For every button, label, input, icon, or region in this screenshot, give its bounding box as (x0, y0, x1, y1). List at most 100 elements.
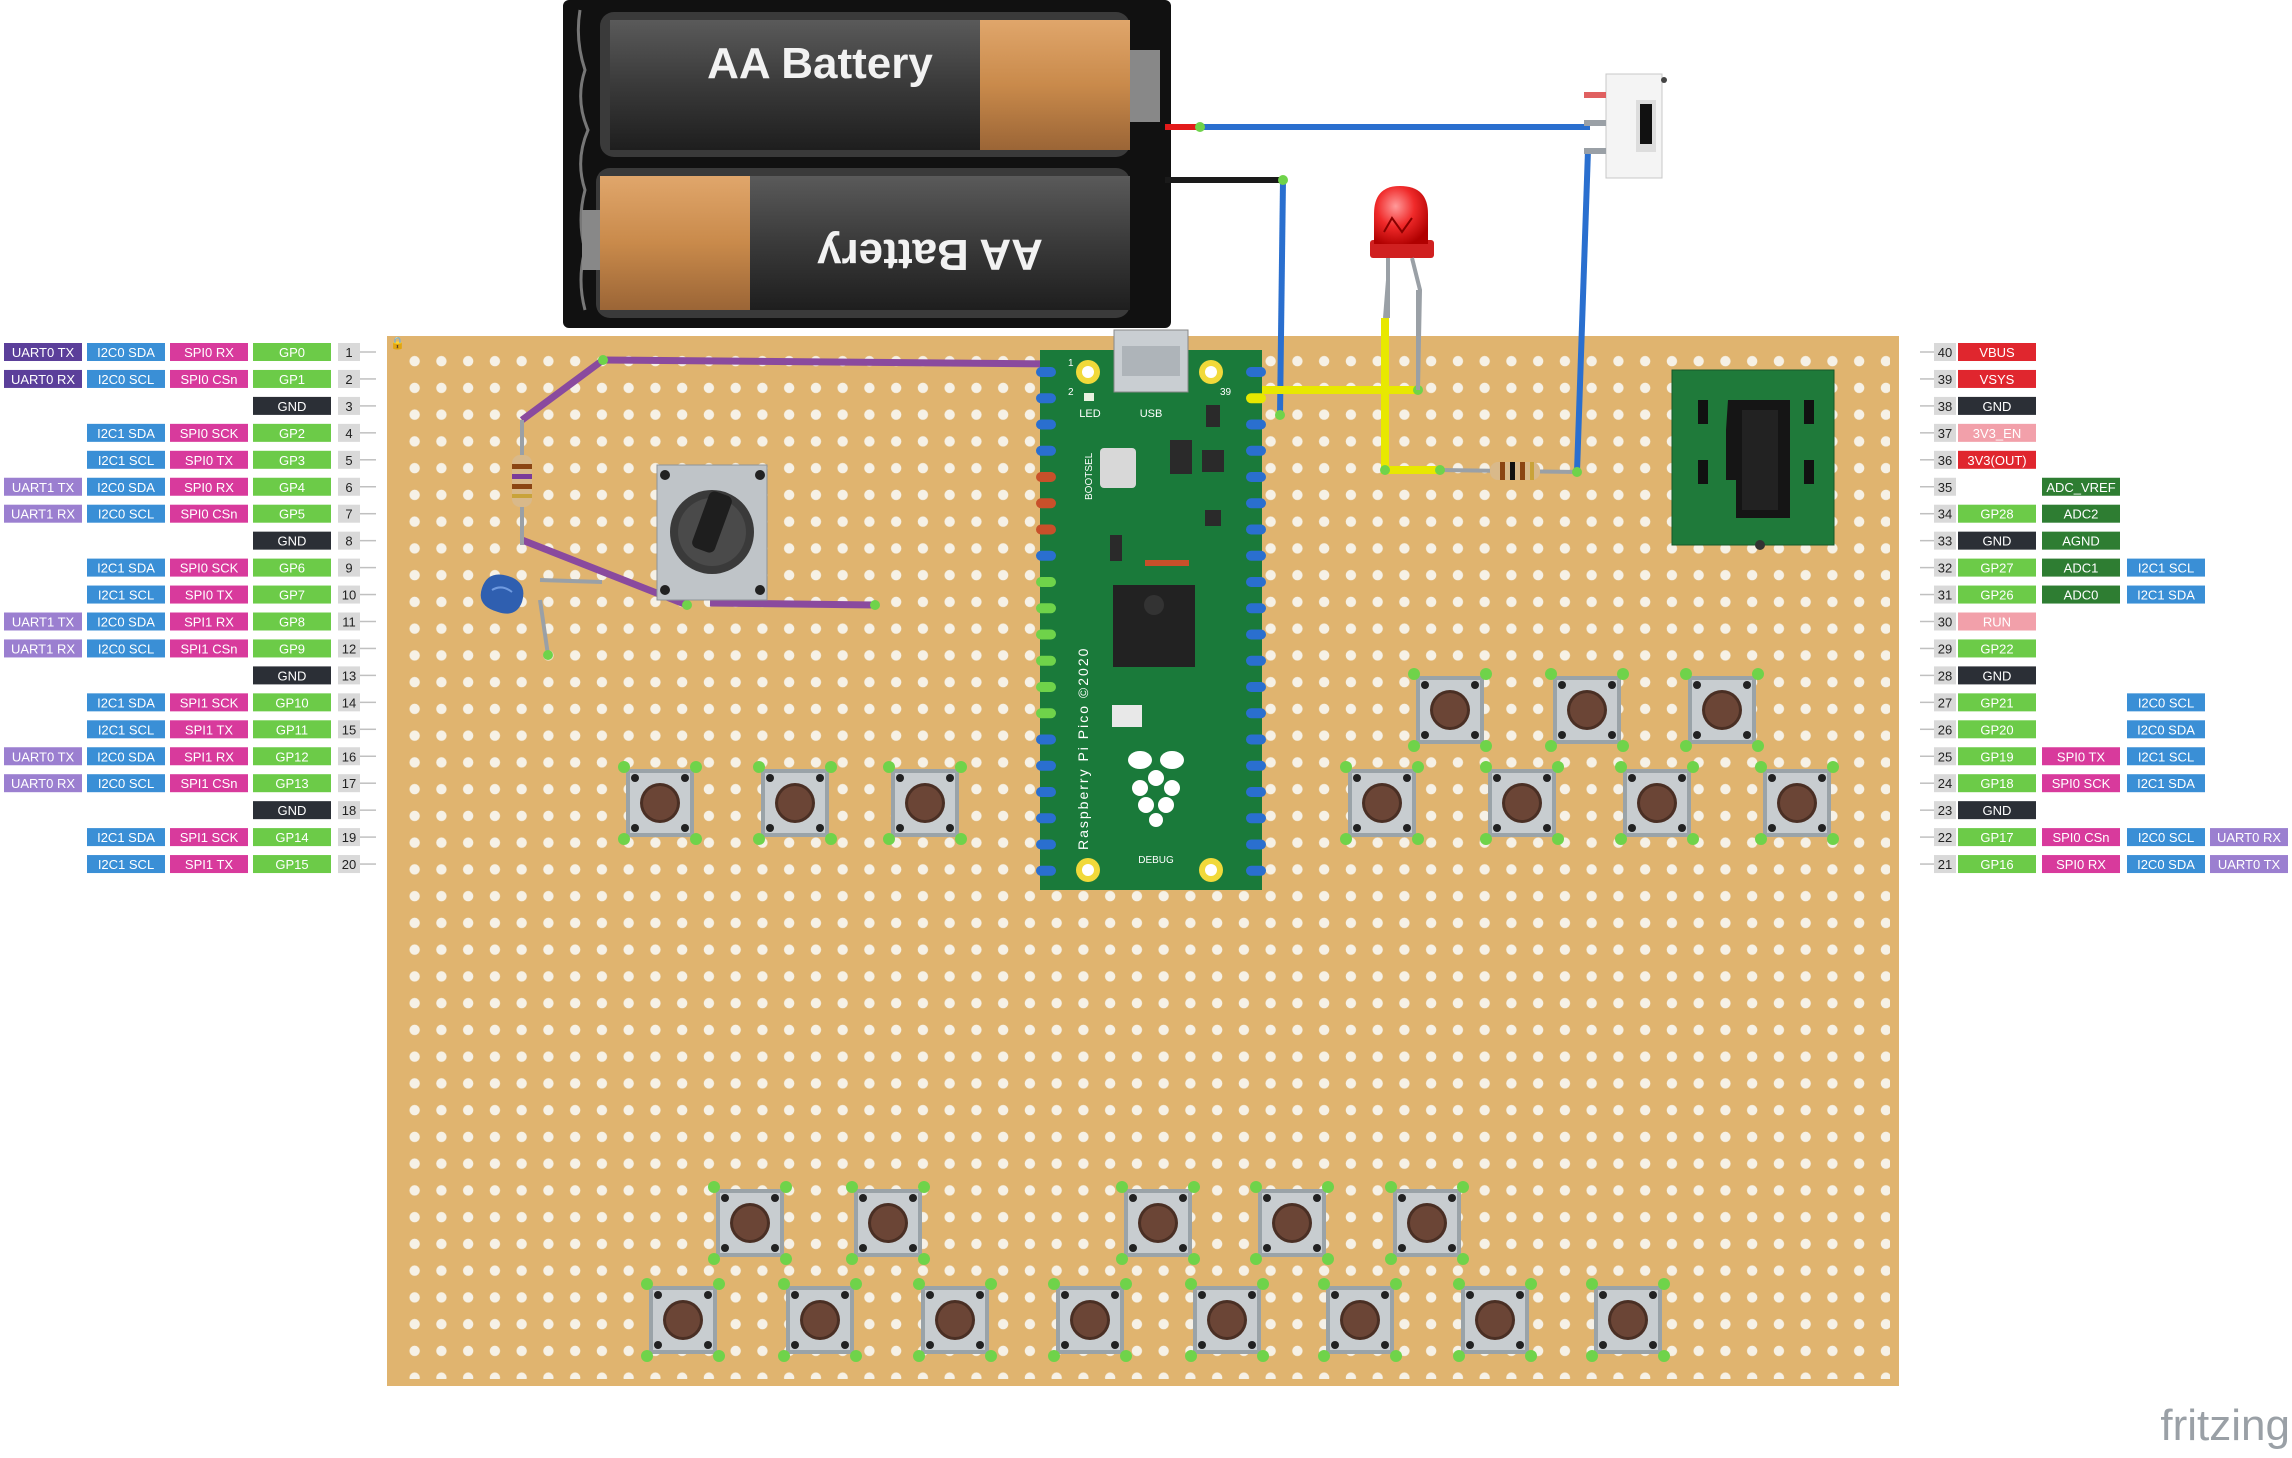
push-button[interactable] (913, 1278, 997, 1362)
push-button[interactable] (1048, 1278, 1132, 1362)
pin-label: I2C0 SCL (98, 507, 154, 522)
pin-label-box (1958, 639, 2036, 658)
pin-label-box (1958, 450, 2036, 469)
push-button[interactable] (1545, 668, 1629, 752)
push-button[interactable] (1340, 761, 1424, 845)
pin-label: GP17 (1980, 830, 2013, 845)
wire-blue-switch-down[interactable] (1574, 149, 1591, 473)
pin-label-box (170, 477, 248, 496)
pin-row-left: UART0 TX I2C0 SDA SPI0 RX GP0 1 (4, 343, 376, 361)
raspberry-pi-pico[interactable]: USB LED BOOTSEL Raspberry Pi Pico ©2020 … (1036, 329, 1266, 890)
pin-row-left: UART0 RX I2C0 SCL SPI0 CSn GP1 2 (4, 369, 376, 388)
wire-blue-to-vsys[interactable] (1277, 179, 1286, 416)
push-button[interactable] (1755, 761, 1839, 845)
pin-number-box (338, 558, 360, 577)
pico-pin-right (1246, 839, 1266, 850)
push-button[interactable] (1116, 1181, 1200, 1265)
wire-purple-top[interactable] (602, 356, 1059, 368)
red-led[interactable] (1370, 186, 1434, 391)
push-button[interactable] (708, 1181, 792, 1265)
pin-label-box (2127, 774, 2205, 793)
pico-pin-right (1246, 603, 1266, 614)
resistor-led[interactable] (1490, 462, 1540, 480)
push-button[interactable] (641, 1278, 725, 1362)
pin-number: 6 (345, 480, 352, 495)
pin-label: UART0 RX (2217, 830, 2281, 845)
pin-label-box (1958, 828, 2036, 847)
pin-label: UART0 TX (12, 345, 75, 360)
pin-label-box (170, 747, 248, 766)
resistor-pot[interactable] (512, 455, 532, 507)
pin-row-right: 24 GP18 SPI0 SCK I2C1 SDA (1920, 774, 2205, 793)
ceramic-capacitor[interactable] (480, 574, 524, 614)
wire-purple-top-left[interactable] (519, 357, 606, 423)
pin-label: GP19 (1980, 749, 2013, 764)
battery-pack[interactable]: AA Battery AA Battery (563, 0, 1171, 328)
pin-row-left: I2C1 SCL SPI1 TX GP15 20 (87, 855, 376, 874)
pin-label-box (2042, 477, 2120, 496)
pin-label: I2C1 SDA (2137, 588, 2195, 603)
pin-number-box (1934, 585, 1956, 604)
potentiometer[interactable] (656, 464, 768, 601)
pin-label-box (253, 639, 331, 658)
slide-switch[interactable] (1584, 73, 1667, 179)
pin-label: I2C0 SCL (2138, 830, 2194, 845)
pico-pin-right (1246, 472, 1266, 482)
pin-label: I2C1 SCL (98, 588, 154, 603)
push-button[interactable] (1250, 1181, 1334, 1265)
pin-row-right: 26 GP20 I2C0 SDA (1920, 720, 2205, 739)
pin-label-box (253, 720, 331, 739)
pin-label: VBUS (1979, 345, 2015, 360)
push-button[interactable] (1453, 1278, 1537, 1362)
pico-pin-right (1246, 393, 1266, 404)
audio-jack-module[interactable] (1671, 369, 1835, 550)
push-button[interactable] (1480, 761, 1564, 845)
push-button[interactable] (1385, 1181, 1469, 1265)
pin-label-box (253, 828, 331, 847)
usb-label: USB (1140, 408, 1163, 420)
pico-pin-left (1036, 603, 1056, 614)
pin-label: I2C0 SCL (2138, 695, 2194, 710)
pin-number-box (338, 693, 360, 712)
pin-row-left: I2C1 SDA SPI1 SCK GP10 14 (87, 693, 376, 712)
pin-label-box (170, 504, 248, 523)
pico-pin-left (1036, 865, 1056, 876)
pico-pin-left (1036, 472, 1056, 482)
pin-label-box (1958, 693, 2036, 712)
pin-label: SPI0 TX (185, 453, 234, 468)
push-button[interactable] (1586, 1278, 1670, 1362)
bootsel-button[interactable] (1100, 448, 1136, 488)
push-button[interactable] (618, 761, 702, 845)
pin-number: 9 (345, 561, 352, 576)
push-button[interactable] (778, 1278, 862, 1362)
pin-label: SPI0 SCK (180, 561, 239, 576)
wire-purple-pot-right[interactable] (709, 599, 876, 609)
pin-label: GP20 (1980, 722, 2013, 737)
pin-label: SPI1 RX (184, 615, 234, 630)
pin-number-box (1934, 612, 1956, 631)
pin-label-box (1958, 423, 2036, 442)
push-button[interactable] (1680, 668, 1764, 752)
bootsel-label: BOOTSEL (1084, 452, 1095, 500)
push-button[interactable] (1615, 761, 1699, 845)
pin-label: GP7 (279, 588, 305, 603)
pin-label: I2C0 SDA (97, 615, 155, 630)
pin-label: I2C1 SCL (2138, 561, 2194, 576)
pin-label-box (170, 450, 248, 469)
pico-pin-right (1246, 865, 1266, 876)
pin-row-left: GND 13 (253, 666, 376, 685)
pin-number-box (1934, 369, 1956, 388)
push-button[interactable] (1185, 1278, 1269, 1362)
push-button[interactable] (1408, 668, 1492, 752)
pico-pin-left (1036, 787, 1056, 797)
pin-label-box (87, 585, 165, 604)
pin-label-box (87, 369, 165, 388)
push-button[interactable] (1318, 1278, 1402, 1362)
pin-label-box (2042, 585, 2120, 604)
push-button[interactable] (753, 761, 837, 845)
pico-pin-right (1246, 787, 1266, 797)
push-button[interactable] (883, 761, 967, 845)
push-button[interactable] (846, 1181, 930, 1265)
pin-label: SPI0 CSn (2052, 830, 2109, 845)
pin-number: 17 (342, 776, 356, 791)
